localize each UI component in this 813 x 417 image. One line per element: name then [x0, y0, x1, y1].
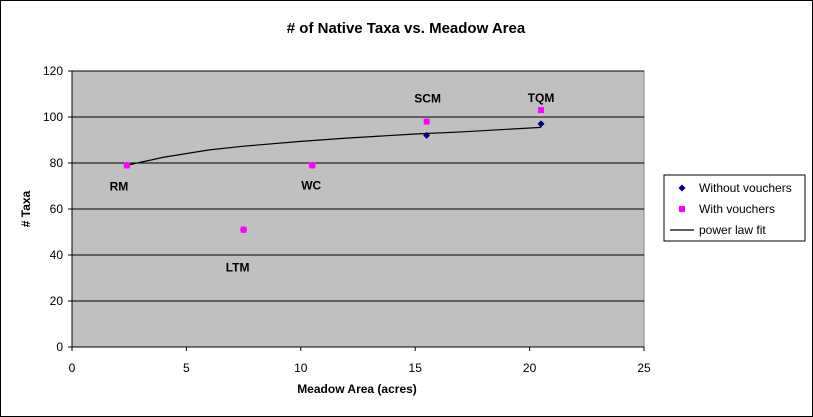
y-tick-label: 100: [43, 110, 63, 124]
legend-label: power law fit: [699, 223, 766, 237]
y-tick-label: 120: [43, 64, 63, 78]
point-labels-layer: RM LTM WC SCM TQM: [110, 91, 555, 275]
x-tick-label: 25: [637, 361, 651, 375]
markers-layer: [123, 107, 545, 234]
y-tick-label: 60: [50, 202, 64, 216]
x-tick-label: 5: [183, 361, 190, 375]
legend-label: With vouchers: [699, 202, 775, 216]
point-without-vouchers: [537, 120, 545, 128]
x-tick-label: 20: [523, 361, 537, 375]
point-label: TQM: [528, 91, 555, 105]
power-law-fit-line: [126, 126, 542, 166]
point-label: RM: [110, 179, 129, 193]
grid-lines: [72, 70, 644, 302]
point-label: WC: [301, 178, 321, 192]
point-without-vouchers: [423, 131, 431, 139]
x-tick-label: 15: [409, 361, 423, 375]
legend-box: [663, 174, 806, 242]
legend: Without vouchers With vouchers power law f…: [663, 174, 806, 242]
y-tick-label: 80: [50, 156, 64, 170]
x-tick-label: 0: [69, 361, 76, 375]
legend-swatch-without-vouchers: [678, 184, 686, 192]
y-tick-label: 20: [50, 294, 64, 308]
legend-swatch-with-vouchers: [679, 206, 685, 212]
legend-items: Without vouchers With vouchers power law f…: [670, 181, 792, 237]
fit-line-layer: [126, 126, 542, 166]
chart-title: # of Native Taxa vs. Meadow Area: [287, 20, 526, 37]
point-label: LTM: [226, 261, 250, 275]
y-tick-label: 0: [56, 340, 63, 354]
point-with-vouchers: [309, 162, 316, 169]
point-with-vouchers: [538, 107, 545, 114]
point-label: SCM: [414, 92, 441, 106]
legend-label: Without vouchers: [699, 181, 792, 195]
point-with-vouchers: [423, 118, 430, 125]
point-with-vouchers: [123, 162, 130, 169]
axes: 0 20 40 60 80 100 120 0 5 10 15 20 25: [43, 64, 651, 375]
x-axis-title: Meadow Area (acres): [297, 382, 417, 396]
point-with-vouchers: [240, 226, 247, 233]
x-tick-label: 10: [294, 361, 308, 375]
y-tick-label: 40: [50, 248, 64, 262]
y-axis-title: # Taxa: [19, 190, 33, 227]
